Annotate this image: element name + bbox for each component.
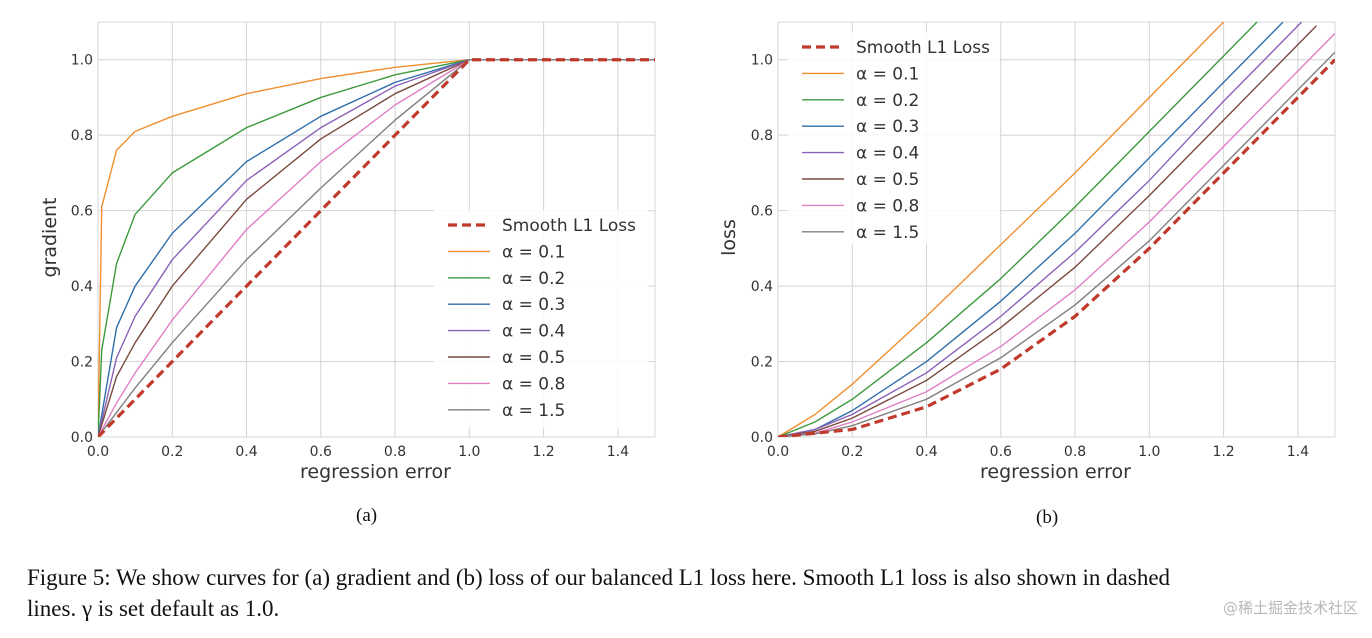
- gradient-y-tick-label: 1.0: [71, 53, 93, 69]
- gradient-x-tick-label: 0.4: [235, 444, 257, 460]
- loss-x-tick-label: 0.2: [841, 444, 863, 460]
- gradient-y-tick-label: 0.4: [71, 279, 93, 295]
- loss-x-axis-label: regression error: [980, 461, 1131, 483]
- gradient-legend-label-1: α = 0.1: [502, 242, 565, 262]
- loss-y-tick-label: 1.0: [751, 53, 773, 69]
- caption-line-2: lines. γ is set default as 1.0.: [27, 596, 280, 621]
- loss-legend-label-2: α = 0.2: [856, 91, 919, 111]
- gradient-y-tick-label: 0.2: [71, 355, 93, 371]
- loss-x-tick-label: 0.0: [767, 444, 789, 460]
- gradient-legend-label-7: α = 1.5: [502, 401, 565, 421]
- loss-series-line-2: [778, 22, 1258, 437]
- subfigure-label-a: (a): [356, 505, 378, 526]
- loss-legend-label-0: Smooth L1 Loss: [856, 38, 990, 58]
- loss-x-tick-label: 1.4: [1287, 444, 1309, 460]
- loss-series-line-0: [778, 58, 1335, 437]
- loss-y-axis-label: loss: [718, 219, 740, 256]
- loss-legend-box: [788, 32, 1000, 244]
- gradient-legend-box: [434, 210, 648, 428]
- gradient-legend-label-3: α = 0.3: [502, 295, 565, 315]
- figure-caption: Figure 5: We show curves for (a) gradien…: [27, 562, 1357, 624]
- gradient-x-tick-label: 1.4: [607, 444, 629, 460]
- gradient-x-tick-label: 1.0: [458, 444, 480, 460]
- gradient-x-tick-label: 0.6: [310, 444, 332, 460]
- gradient-x-tick-label: 0.8: [384, 444, 406, 460]
- loss-legend-label-3: α = 0.3: [856, 117, 919, 137]
- gradient-x-tick-label: 0.0: [87, 444, 109, 460]
- loss-series-line-6: [778, 32, 1335, 437]
- loss-series-line-4: [778, 22, 1303, 437]
- loss-legend-label-7: α = 1.5: [856, 223, 919, 243]
- loss-y-tick-label: 0.8: [751, 128, 773, 144]
- gradient-legend-label-5: α = 0.5: [502, 348, 565, 368]
- loss-series-line-5: [778, 25, 1317, 437]
- loss-y-tick-label: 0.0: [751, 430, 773, 446]
- loss-x-tick-label: 1.0: [1138, 444, 1160, 460]
- loss-chart-panel: 0.0 0.2 0.4 0.6 0.8 1.0 1.2 1.4 0.0 0.2 0.4 0.6 0.8 1…: [718, 21, 1336, 483]
- gradient-legend-label-4: α = 0.4: [502, 322, 565, 342]
- subfigure-label-b: (b): [1036, 507, 1059, 528]
- gradient-legend-label-0: Smooth L1 Loss: [502, 216, 636, 236]
- loss-legend-label-4: α = 0.4: [856, 144, 919, 164]
- gradient-series-line-0: [98, 58, 655, 437]
- loss-y-tick-label: 0.6: [751, 204, 773, 220]
- gradient-chart-panel: 0.0 0.2 0.4 0.6 0.8 1.0 1.2 1.4 0.0 0.2 0.4 0.6 0.8 1…: [39, 21, 656, 483]
- loss-legend-label-6: α = 0.8: [856, 196, 919, 216]
- loss-x-tick-label: 1.2: [1212, 444, 1234, 460]
- gradient-legend-label-6: α = 0.8: [502, 374, 565, 394]
- gradient-legend-label-2: α = 0.2: [502, 269, 565, 289]
- loss-y-tick-label: 0.4: [751, 279, 773, 295]
- loss-x-tick-label: 0.6: [990, 444, 1012, 460]
- gradient-y-tick-label: 0.0: [71, 430, 93, 446]
- loss-legend-label-1: α = 0.1: [856, 64, 919, 84]
- gradient-x-tick-label: 0.2: [161, 444, 183, 460]
- gradient-x-axis-label: regression error: [300, 461, 451, 483]
- loss-legend-label-5: α = 0.5: [856, 170, 919, 190]
- watermark: @稀土掘金技术社区: [1222, 599, 1358, 617]
- gradient-x-tick-label: 1.2: [532, 444, 554, 460]
- loss-x-tick-label: 0.4: [915, 444, 937, 460]
- loss-x-tick-label: 0.8: [1064, 444, 1086, 460]
- loss-series-line-1: [778, 22, 1225, 437]
- gradient-y-tick-label: 0.6: [71, 204, 93, 220]
- loss-y-tick-label: 0.2: [751, 355, 773, 371]
- gradient-y-axis-label: gradient: [39, 197, 61, 277]
- gradient-y-tick-label: 0.8: [71, 128, 93, 144]
- caption-line-1: Figure 5: We show curves for (a) gradien…: [27, 565, 1171, 590]
- loss-series-line-3: [778, 22, 1284, 437]
